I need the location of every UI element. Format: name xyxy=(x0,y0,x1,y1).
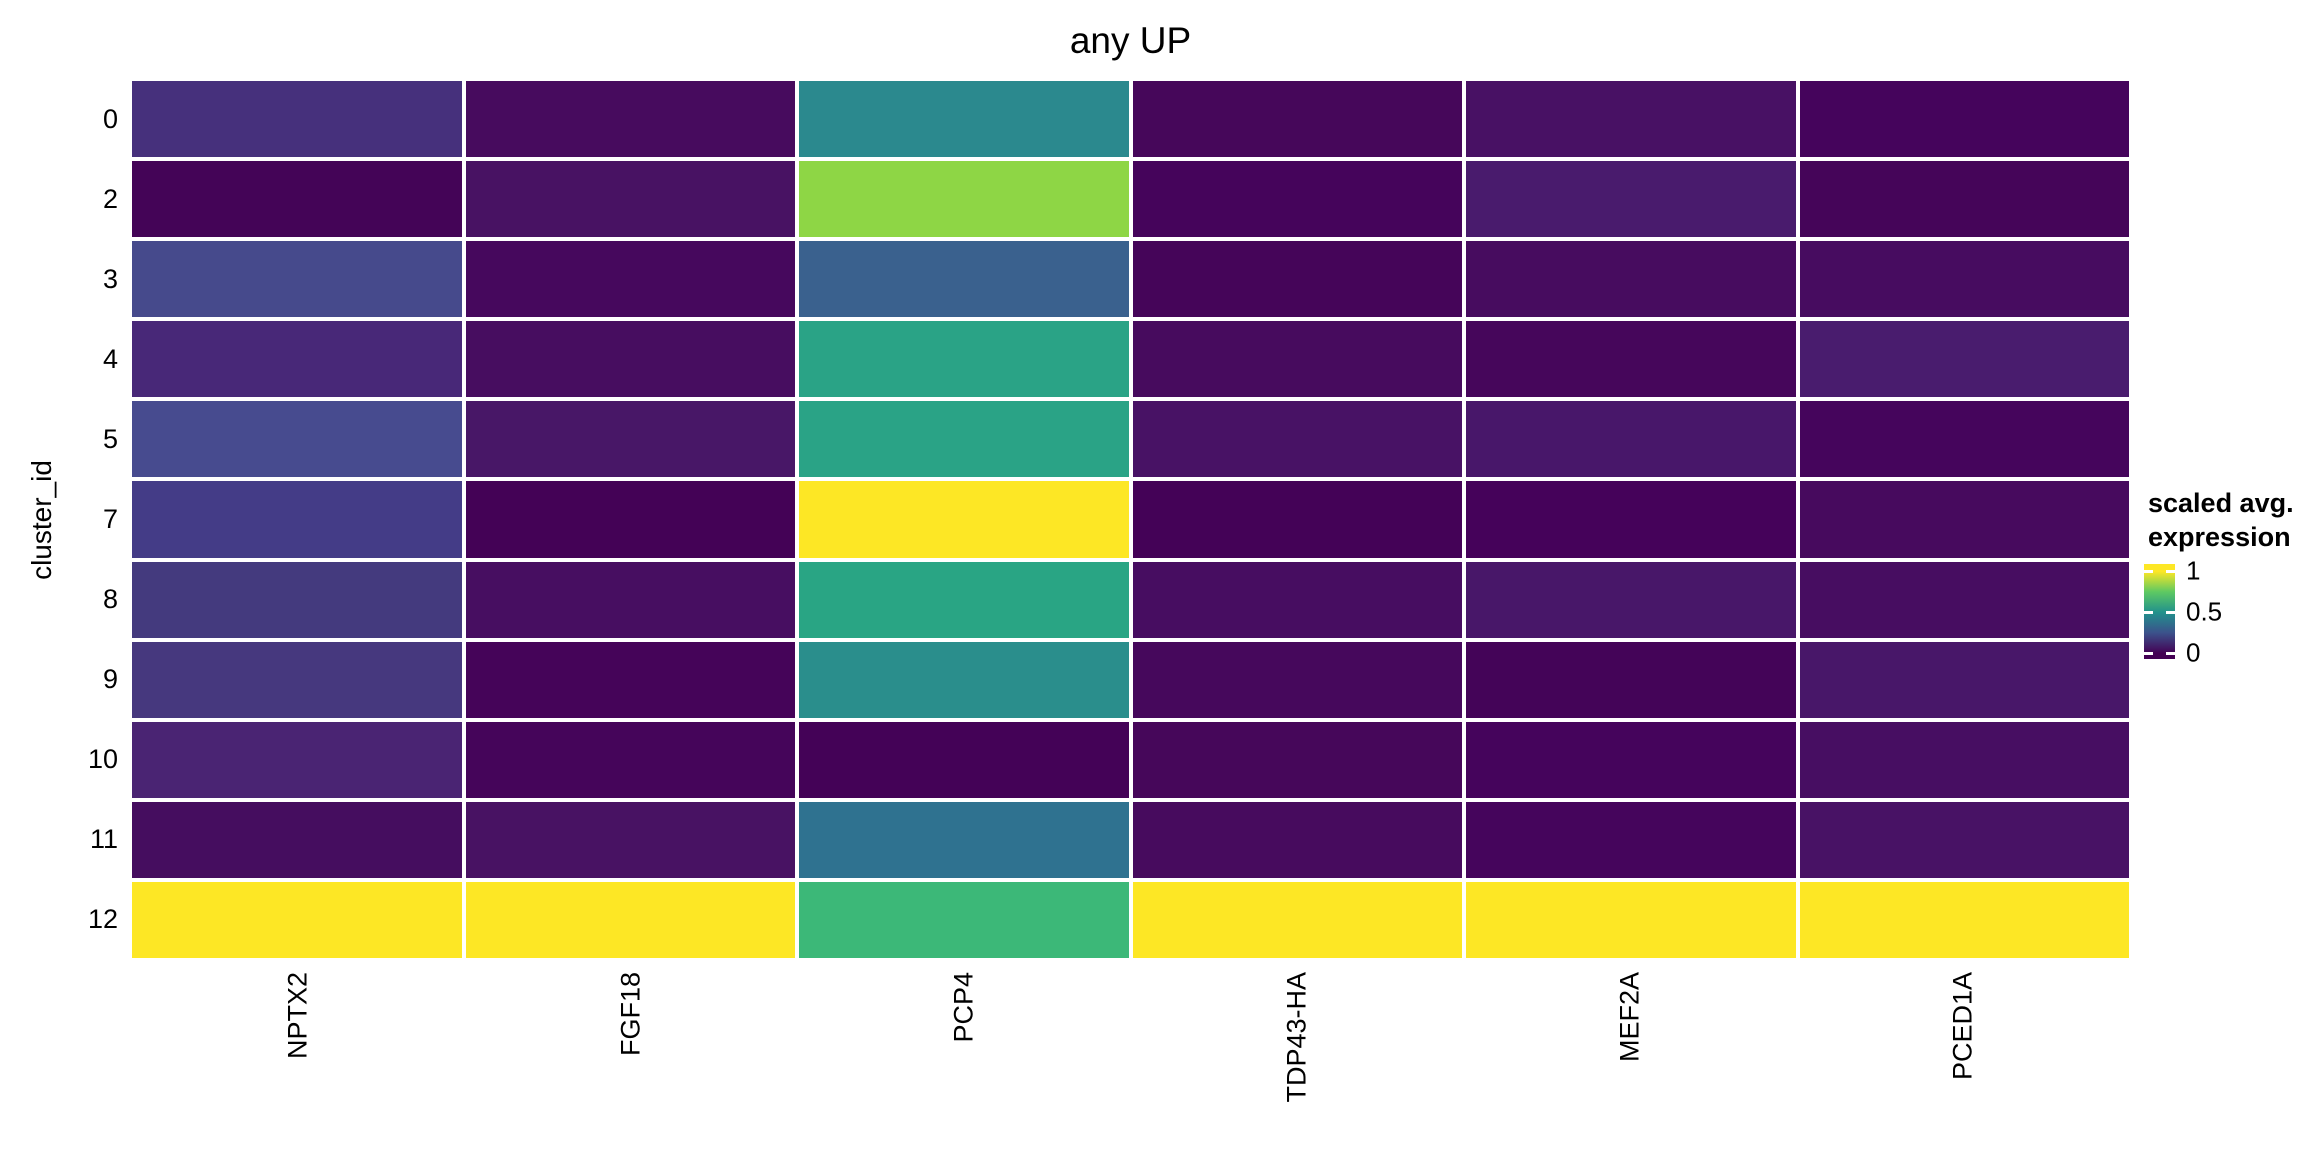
heatmap-cell-0-PCED1A xyxy=(1799,81,2129,158)
heatmap-cell-4-PCP4 xyxy=(799,321,1129,398)
x-tick-label-NPTX2: NPTX2 xyxy=(282,972,313,1060)
heatmap-cell-9-TDP43-HA xyxy=(1132,641,1462,718)
legend-title-line2: expression xyxy=(2148,522,2291,552)
heatmap-cell-0-FGF18 xyxy=(465,81,795,158)
legend-tick-mark xyxy=(2144,610,2153,614)
heatmap-cell-5-MEF2A xyxy=(1466,401,1796,478)
y-tick-label-12: 12 xyxy=(87,904,118,935)
heatmap-cell-10-NPTX2 xyxy=(132,721,462,798)
y-tick-label-0: 0 xyxy=(102,103,118,134)
heatmap-cell-5-NPTX2 xyxy=(132,401,462,478)
legend-tick-mark xyxy=(2144,569,2153,573)
y-axis-tick-labels: 0 2 3 4 5 7 8 9 10 11 12 xyxy=(0,81,118,958)
x-tick-label-MEF2A: MEF2A xyxy=(1614,972,1645,1063)
heatmap-cell-11-PCP4 xyxy=(799,801,1129,878)
heatmap-cell-7-TDP43-HA xyxy=(1132,481,1462,558)
heatmap-cell-8-FGF18 xyxy=(465,561,795,638)
x-tick-label-TDP43-HA: TDP43-HA xyxy=(1281,972,1312,1103)
heatmap-cell-3-TDP43-HA xyxy=(1132,241,1462,318)
x-tick-label-PCP4: PCP4 xyxy=(948,972,979,1043)
heatmap-cell-2-FGF18 xyxy=(465,161,795,238)
heatmap-cell-9-MEF2A xyxy=(1466,641,1796,718)
legend-tick-mark xyxy=(2166,569,2175,573)
heatmap-cell-3-PCED1A xyxy=(1799,241,2129,318)
heatmap-cell-12-TDP43-HA xyxy=(1132,881,1462,958)
heatmap-cell-10-MEF2A xyxy=(1466,721,1796,798)
heatmap-cell-0-TDP43-HA xyxy=(1132,81,1462,158)
y-tick-label-4: 4 xyxy=(102,343,118,374)
heatmap-cell-3-FGF18 xyxy=(465,241,795,318)
heatmap-cell-5-PCED1A xyxy=(1799,401,2129,478)
legend-tick-mark xyxy=(2166,651,2175,655)
y-tick-label-3: 3 xyxy=(102,263,118,294)
y-tick-label-5: 5 xyxy=(102,423,118,454)
y-tick-label-10: 10 xyxy=(87,744,118,775)
heatmap-cell-12-PCED1A xyxy=(1799,881,2129,958)
heatmap-cell-7-PCED1A xyxy=(1799,481,2129,558)
heatmap-cell-2-TDP43-HA xyxy=(1132,161,1462,238)
heatmap-cell-10-PCED1A xyxy=(1799,721,2129,798)
heatmap-cell-7-MEF2A xyxy=(1466,481,1796,558)
heatmap-cell-8-MEF2A xyxy=(1466,561,1796,638)
heatmap-cell-7-FGF18 xyxy=(465,481,795,558)
heatmap-cell-4-FGF18 xyxy=(465,321,795,398)
heatmap-cell-12-PCP4 xyxy=(799,881,1129,958)
legend-title: scaled avg. expression xyxy=(2148,486,2294,554)
x-tick-label-FGF18: FGF18 xyxy=(615,972,646,1057)
heatmap-cell-2-NPTX2 xyxy=(132,161,462,238)
heatmap-cell-3-PCP4 xyxy=(799,241,1129,318)
heatmap-cell-3-MEF2A xyxy=(1466,241,1796,318)
heatmap-cell-0-MEF2A xyxy=(1466,81,1796,158)
heatmap-cell-11-MEF2A xyxy=(1466,801,1796,878)
heatmap-cell-0-NPTX2 xyxy=(132,81,462,158)
heatmap-cell-11-PCED1A xyxy=(1799,801,2129,878)
heatmap-cell-12-NPTX2 xyxy=(132,881,462,958)
heatmap-cell-0-PCP4 xyxy=(799,81,1129,158)
heatmap-cell-7-NPTX2 xyxy=(132,481,462,558)
heatmap-cell-10-FGF18 xyxy=(465,721,795,798)
x-tick-label-PCED1A: PCED1A xyxy=(1947,972,1978,1081)
heatmap-cell-11-TDP43-HA xyxy=(1132,801,1462,878)
legend-tick-mark xyxy=(2144,651,2153,655)
heatmap-cell-3-NPTX2 xyxy=(132,241,462,318)
y-tick-label-7: 7 xyxy=(102,503,118,534)
heatmap-cell-10-TDP43-HA xyxy=(1132,721,1462,798)
heatmap-cell-4-NPTX2 xyxy=(132,321,462,398)
y-tick-label-8: 8 xyxy=(102,584,118,615)
legend-tick-label-0: 0 xyxy=(2186,637,2201,668)
heatmap-cell-12-FGF18 xyxy=(465,881,795,958)
heatmap-cell-4-MEF2A xyxy=(1466,321,1796,398)
y-tick-label-11: 11 xyxy=(89,824,118,855)
heatmap-cell-8-NPTX2 xyxy=(132,561,462,638)
heatmap-cell-9-FGF18 xyxy=(465,641,795,718)
legend-tick-label-1: 1 xyxy=(2186,555,2201,586)
heatmap-cell-4-TDP43-HA xyxy=(1132,321,1462,398)
heatmap-cell-5-PCP4 xyxy=(799,401,1129,478)
heatmap-cell-10-PCP4 xyxy=(799,721,1129,798)
legend-tick-label-0.5: 0.5 xyxy=(2186,596,2223,627)
heatmap-cell-2-PCED1A xyxy=(1799,161,2129,238)
y-tick-label-2: 2 xyxy=(102,183,118,214)
heatmap-cell-2-PCP4 xyxy=(799,161,1129,238)
legend-title-line1: scaled avg. xyxy=(2148,488,2294,518)
heatmap-cell-9-PCP4 xyxy=(799,641,1129,718)
heatmap-cell-2-MEF2A xyxy=(1466,161,1796,238)
y-tick-label-9: 9 xyxy=(102,664,118,695)
heatmap-cell-7-PCP4 xyxy=(799,481,1129,558)
heatmap-grid xyxy=(132,81,2129,958)
heatmap-cell-12-MEF2A xyxy=(1466,881,1796,958)
heatmap-cell-9-NPTX2 xyxy=(132,641,462,718)
chart-title: any UP xyxy=(1069,20,1192,61)
heatmap-cell-9-PCED1A xyxy=(1799,641,2129,718)
heatmap-cell-8-PCP4 xyxy=(799,561,1129,638)
heatmap-cell-5-TDP43-HA xyxy=(1132,401,1462,478)
heatmap-cell-8-TDP43-HA xyxy=(1132,561,1462,638)
heatmap-cell-8-PCED1A xyxy=(1799,561,2129,638)
heatmap-cell-5-FGF18 xyxy=(465,401,795,478)
heatmap-cell-4-PCED1A xyxy=(1799,321,2129,398)
legend-tick-mark xyxy=(2166,610,2175,614)
heatmap-cell-11-NPTX2 xyxy=(132,801,462,878)
heatmap-cell-11-FGF18 xyxy=(465,801,795,878)
